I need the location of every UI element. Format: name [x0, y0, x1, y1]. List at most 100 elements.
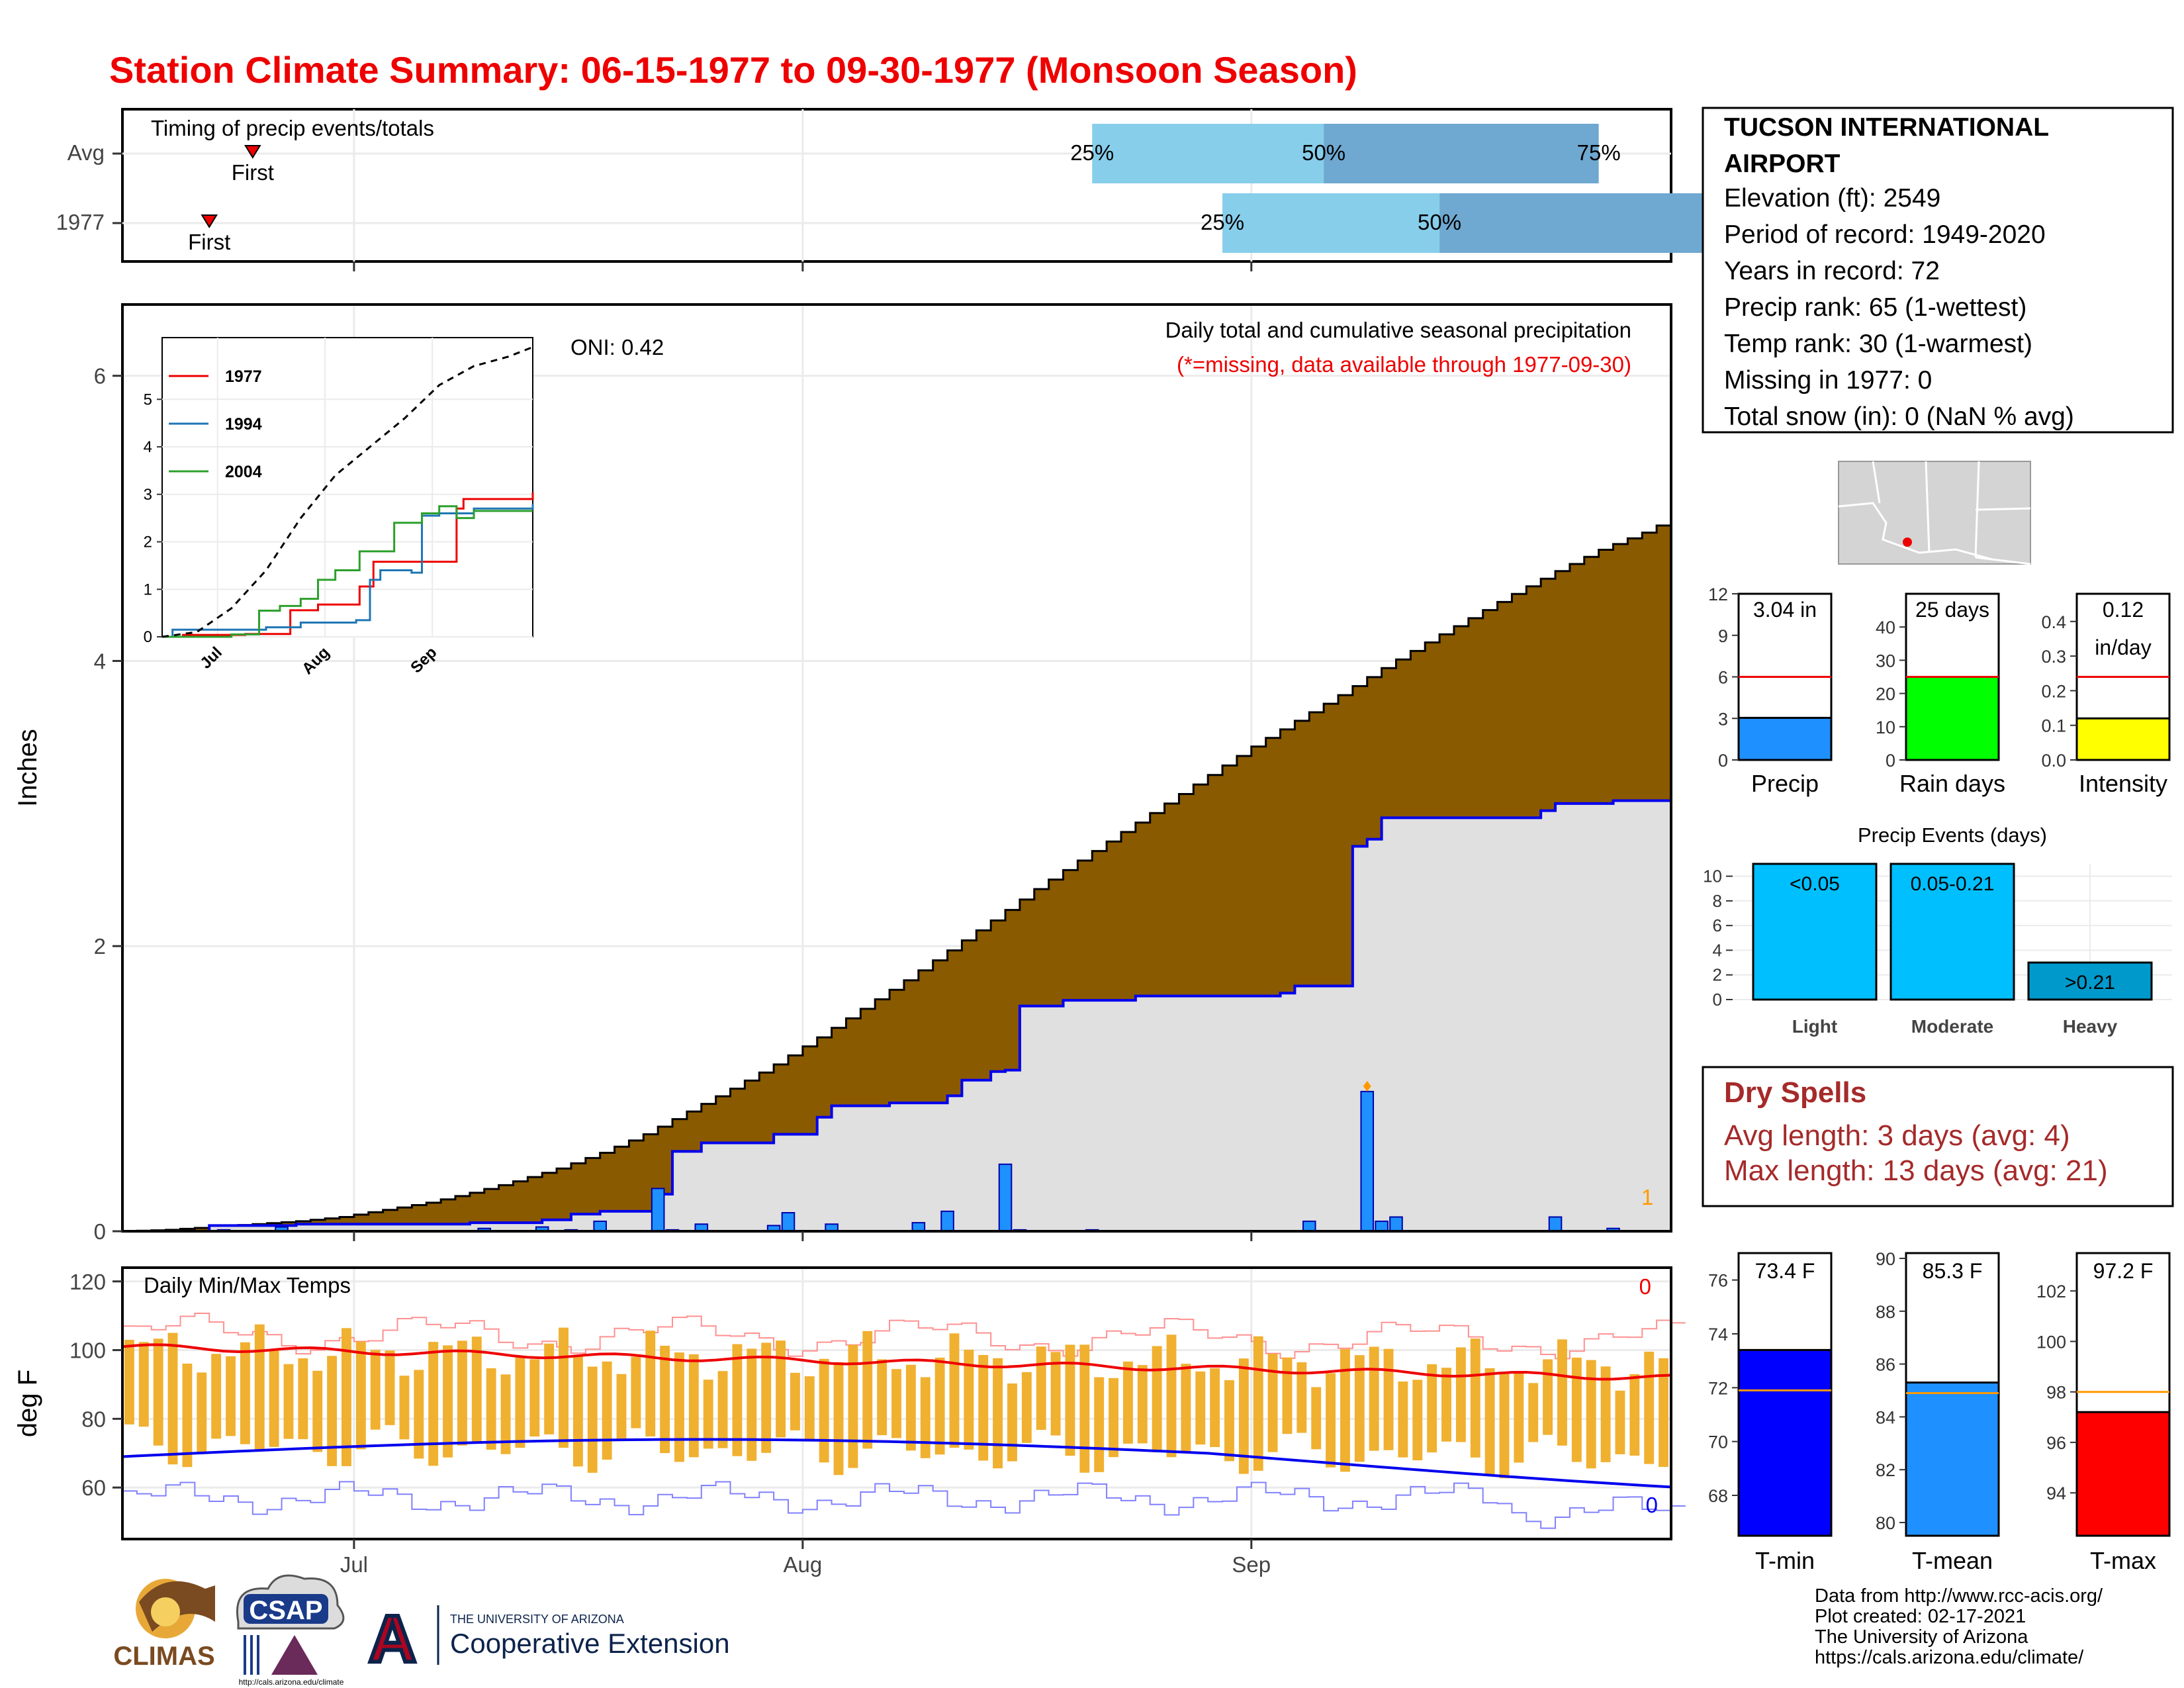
mini-bar-ytick-label: 20 [1876, 684, 1895, 704]
daily-temp-bar [934, 1357, 945, 1455]
mini-bar-ytick-label: 0 [1886, 751, 1895, 771]
daily-temp-bar [443, 1345, 453, 1458]
daily-temp-bar [1514, 1372, 1524, 1463]
daily-temp-bar [269, 1350, 279, 1447]
record-low-line [122, 1481, 1686, 1529]
daily-temp-bar [385, 1350, 395, 1425]
timing-marker-first [244, 145, 261, 159]
avg-tmin-line [122, 1438, 1672, 1489]
temp-ytick-label: 80 [81, 1407, 106, 1431]
timing-label-q25: 25% [1201, 210, 1244, 234]
daily-temp-bar [1369, 1346, 1379, 1451]
daily-temp-bar [819, 1358, 829, 1463]
daily-temp-bar [1297, 1362, 1307, 1433]
daily-temp-bar [327, 1356, 338, 1466]
daily-temp-bar [298, 1358, 308, 1440]
climas-logo: CLIMAS [113, 1579, 215, 1671]
temp-bar-ytick-label: 88 [1876, 1302, 1895, 1322]
daily-precip-bar [1302, 1220, 1316, 1233]
temp-bar-value [2075, 1411, 2171, 1537]
temp-bar-ytick-label: 84 [1876, 1407, 1895, 1427]
daily-precip-bar [998, 1163, 1013, 1233]
temp-bar-ytick-label: 94 [2046, 1483, 2066, 1503]
avg-tmax-line [122, 1343, 1672, 1381]
temp-bar-ytick-label: 86 [1876, 1355, 1895, 1375]
ua-logo-big: Cooperative Extension [450, 1628, 730, 1659]
mini-bar-ytick-label: 9 [1718, 626, 1728, 646]
daily-temp-bar [153, 1338, 163, 1446]
timing-label-q50: 50% [1418, 210, 1461, 234]
daily-temp-bar [283, 1364, 294, 1439]
temp-bar-value [1737, 1348, 1833, 1537]
inset-ytick-label: 4 [144, 438, 152, 456]
daily-temp-bar [993, 1358, 1003, 1469]
station-info-line: Elevation (ft): 2549 [1724, 184, 1940, 212]
inset-ytick-label: 2 [144, 534, 152, 551]
mini-bar-value-label: 3.04 in [1753, 598, 1817, 622]
footer-line-4: https://cals.arizona.edu/climate/ [1815, 1647, 2084, 1668]
daily-temp-bar [761, 1342, 772, 1453]
location-map [1838, 461, 2031, 565]
dry-spells-box: Dry Spells Avg length: 3 days (avg: 4) M… [1702, 1066, 2174, 1207]
daily-temp-bar [254, 1324, 265, 1451]
footer-line-2: Plot created: 02-17-2021 [1815, 1606, 2026, 1627]
temp-bar-value-label: 73.4 F [1755, 1259, 1815, 1283]
daily-temp-bar [1181, 1364, 1191, 1452]
precip-events-title: Precip Events (days) [1858, 823, 2047, 847]
daily-temp-bar [804, 1376, 815, 1442]
figure-title: Station Climate Summary: 06-15-1977 to 0… [109, 49, 1357, 91]
daily-temp-bar [616, 1374, 627, 1439]
events-ytick-label: 2 [1713, 965, 1722, 985]
events-category-label: Heavy [2063, 1016, 2118, 1037]
timing-label-q50: 50% [1302, 140, 1345, 165]
daily-temp-bar [211, 1354, 222, 1439]
daily-temp-bar [1528, 1383, 1539, 1442]
daily-temp-bar [717, 1371, 728, 1448]
daily-temp-bar [790, 1372, 800, 1430]
temp-bar-ytick-label: 72 [1708, 1378, 1728, 1398]
climas-logo-text: CLIMAS [113, 1642, 214, 1671]
timing-bar-q50-q75 [1324, 124, 1599, 183]
temp-bar-value [1905, 1382, 2000, 1537]
daily-temp-bar [1412, 1380, 1423, 1461]
temp-bar-value-label: 97.2 F [2093, 1259, 2154, 1283]
events-bar-label: 0.05-0.21 [1911, 873, 1995, 895]
inset-ytick-label: 3 [144, 486, 152, 504]
mini-bar-ytick-label: 30 [1876, 651, 1895, 671]
mini-bar-ytick-label: 0.3 [2041, 647, 2066, 667]
daily-temp-bar [1326, 1373, 1336, 1468]
daily-temp-bar [1571, 1357, 1582, 1462]
mini-bar-ytick-label: 10 [1876, 718, 1895, 737]
oni-label: ONI: 0.42 [570, 335, 664, 359]
timing-row-year-label: 1977 [56, 210, 105, 234]
daily-temp-bar [428, 1342, 439, 1466]
events-ytick-label: 8 [1713, 891, 1722, 911]
inset-legend-label: 1977 [225, 367, 262, 386]
daily-temp-bar [862, 1331, 873, 1449]
ua-logo-small: THE UNIVERSITY OF ARIZONA [450, 1613, 624, 1626]
inset-ytick-label: 1 [144, 581, 152, 598]
daily-temp-bar [500, 1374, 511, 1454]
daily-temp-bar [457, 1340, 467, 1446]
daily-temp-bar [674, 1352, 684, 1462]
daily-precip-bar [593, 1220, 607, 1233]
daily-temp-bar [1600, 1366, 1611, 1462]
dry-spells-avg: Avg length: 3 days (avg: 4) [1724, 1119, 2070, 1152]
dry-spells-title: Dry Spells [1724, 1076, 1866, 1109]
daily-temp-bar [1166, 1335, 1177, 1458]
daily-temp-bar [920, 1377, 931, 1458]
daily-temp-bar [1210, 1368, 1220, 1448]
events-bar-label: >0.21 [2065, 972, 2115, 994]
daily-temp-bar [167, 1333, 178, 1465]
daily-temp-bar [1238, 1358, 1249, 1474]
precip-ytick-label: 6 [94, 364, 106, 389]
temp-bottom-count: 0 [1646, 1493, 1658, 1517]
daily-temp-bar [949, 1333, 960, 1448]
temp-label: Daily Min/Max Temps [144, 1273, 351, 1297]
footer-line-1: Data from http://www.rcc-acis.org/ [1815, 1585, 2103, 1607]
temp-ytick-label: 100 [69, 1338, 106, 1363]
events-bar [1752, 863, 1878, 1001]
temp-bar-ytick-label: 68 [1708, 1486, 1728, 1506]
daily-temp-bar [1109, 1378, 1118, 1458]
daily-temp-bar [1152, 1346, 1162, 1452]
